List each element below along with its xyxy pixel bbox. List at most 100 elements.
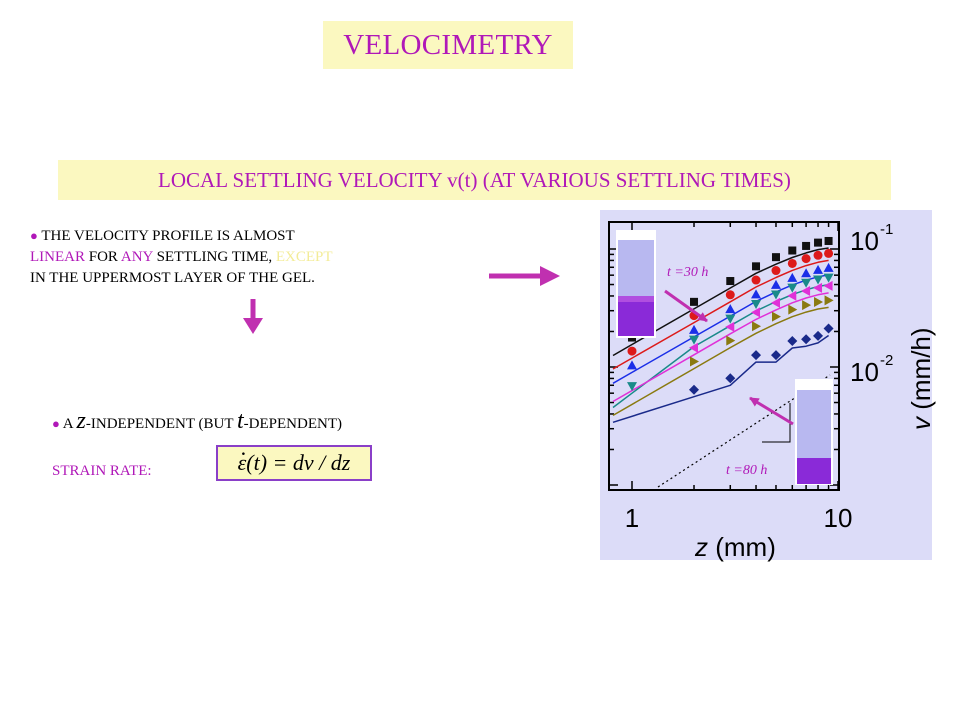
series-6-line <box>612 334 830 424</box>
series-2-point <box>751 289 762 299</box>
series-4-point <box>787 290 797 301</box>
series-5-point <box>771 311 781 322</box>
x-axis-title: z (mm) <box>694 532 776 562</box>
series-1-point <box>801 254 811 264</box>
series-4-point <box>801 286 811 297</box>
note-word-except: EXCEPT <box>275 249 333 265</box>
note-text: IN THE UPPERMOST LAYER OF THE GEL. <box>30 270 315 286</box>
y-axis-title: v (mm/h) <box>906 327 936 430</box>
right-arrow-icon <box>489 266 560 286</box>
series-1-point <box>751 275 761 285</box>
series-3-point <box>689 335 700 345</box>
series-2-point <box>787 272 798 282</box>
note-text: -DEPENDENT) <box>243 416 342 432</box>
series-6-point <box>823 323 834 334</box>
series-5-point <box>752 321 762 332</box>
series-0-point <box>771 253 780 262</box>
series-0-point <box>690 297 699 306</box>
x-axis-unit: (mm) <box>708 532 776 562</box>
series-3-point <box>751 300 762 310</box>
series-2-point <box>627 360 637 370</box>
y-tick-exp: -1 <box>880 221 893 238</box>
series-3-point <box>627 382 637 392</box>
series-2-point <box>689 324 700 334</box>
series-1-point <box>787 258 797 268</box>
series-4-point <box>813 282 823 293</box>
series-2-point <box>813 264 824 274</box>
series-5-line <box>612 306 829 417</box>
note-word-any: ANY <box>120 249 153 265</box>
series-4-point <box>751 307 761 318</box>
note-line-1: ● THE VELOCITY PROFILE IS ALMOST <box>30 225 333 247</box>
y-axis-var: v <box>906 415 936 430</box>
series-3-point <box>770 290 781 300</box>
series-2-point <box>725 304 736 314</box>
series-3-line <box>612 283 829 409</box>
slope-triangle <box>762 403 791 443</box>
y-tick-base: 10 <box>850 226 879 256</box>
series-6-point <box>813 330 824 341</box>
y-tick-label-0.01: 10 -2 <box>850 352 893 387</box>
series-6-point <box>725 373 736 384</box>
series-2-point <box>823 262 834 272</box>
series-0-point <box>824 236 833 245</box>
note-text: THE VELOCITY PROFILE IS ALMOST <box>41 228 295 244</box>
bullet-icon: ● <box>30 228 38 243</box>
series-1-point <box>627 346 637 356</box>
x-axis-var: z <box>694 532 708 562</box>
chart-lines <box>612 247 830 424</box>
series-5-point <box>690 356 700 367</box>
series-1-line <box>612 259 829 370</box>
note-text: -INDEPENDENT (BUT <box>85 416 237 432</box>
series-4-point <box>725 321 735 332</box>
series-0-point <box>788 246 797 255</box>
series-2-line <box>612 274 829 384</box>
chart-marks <box>627 236 834 395</box>
note-velocity-profile: ● THE VELOCITY PROFILE IS ALMOST LINEAR … <box>30 225 333 289</box>
series-4-point <box>823 280 833 291</box>
bullet-icon: ● <box>52 416 60 431</box>
annotation-30h: t =30 h <box>667 265 708 280</box>
series-3-point <box>801 278 812 288</box>
series-6-point <box>770 350 781 361</box>
note-line-3: IN THE UPPERMOST LAYER OF THE GEL. <box>30 268 333 289</box>
note-var-t: t <box>237 408 244 434</box>
formula-epsilon: ε <box>238 435 247 476</box>
note-text: A <box>59 416 77 432</box>
series-3-point <box>725 314 736 324</box>
series-3-point <box>823 273 834 283</box>
vial-80h-image <box>795 379 833 485</box>
x-tick-label-1: 1 <box>625 503 639 533</box>
series-5-point <box>802 300 812 311</box>
note-word-linear: LINEAR <box>30 249 85 265</box>
series-3-point <box>787 283 798 293</box>
series-4-point <box>689 342 699 353</box>
vial-30h-image <box>616 230 656 338</box>
series-0-line <box>612 247 829 357</box>
annotation-arrow-80h <box>749 396 794 426</box>
x-tick-label-10: 10 <box>824 503 853 533</box>
note-var-z: z <box>76 408 86 434</box>
series-6-point <box>801 334 812 345</box>
y-tick-base: 10 <box>850 357 879 387</box>
note-text: FOR <box>85 249 121 265</box>
down-arrow-icon <box>243 299 263 334</box>
annotation-arrow-30h <box>664 289 708 323</box>
y-tick-exp: -2 <box>880 352 893 369</box>
series-1-point <box>771 266 781 276</box>
series-2-point <box>801 268 812 278</box>
series-0-point <box>814 238 823 247</box>
series-3-point <box>813 275 824 285</box>
plot-frame <box>608 221 840 491</box>
series-4-point <box>770 297 780 308</box>
strain-rate-formula: ε(t) = dv / dz <box>216 435 372 481</box>
strain-rate-label: STRAIN RATE: <box>52 463 152 479</box>
section-subtitle: LOCAL SETTLING VELOCITY v(t) (AT VARIOUS… <box>58 160 891 200</box>
series-6-point <box>689 384 700 395</box>
series-0-point <box>726 277 735 286</box>
series-5-point <box>814 297 824 308</box>
page-title: VELOCIMETRY <box>323 21 573 69</box>
series-0-point <box>752 262 761 271</box>
series-6-point <box>751 350 762 361</box>
